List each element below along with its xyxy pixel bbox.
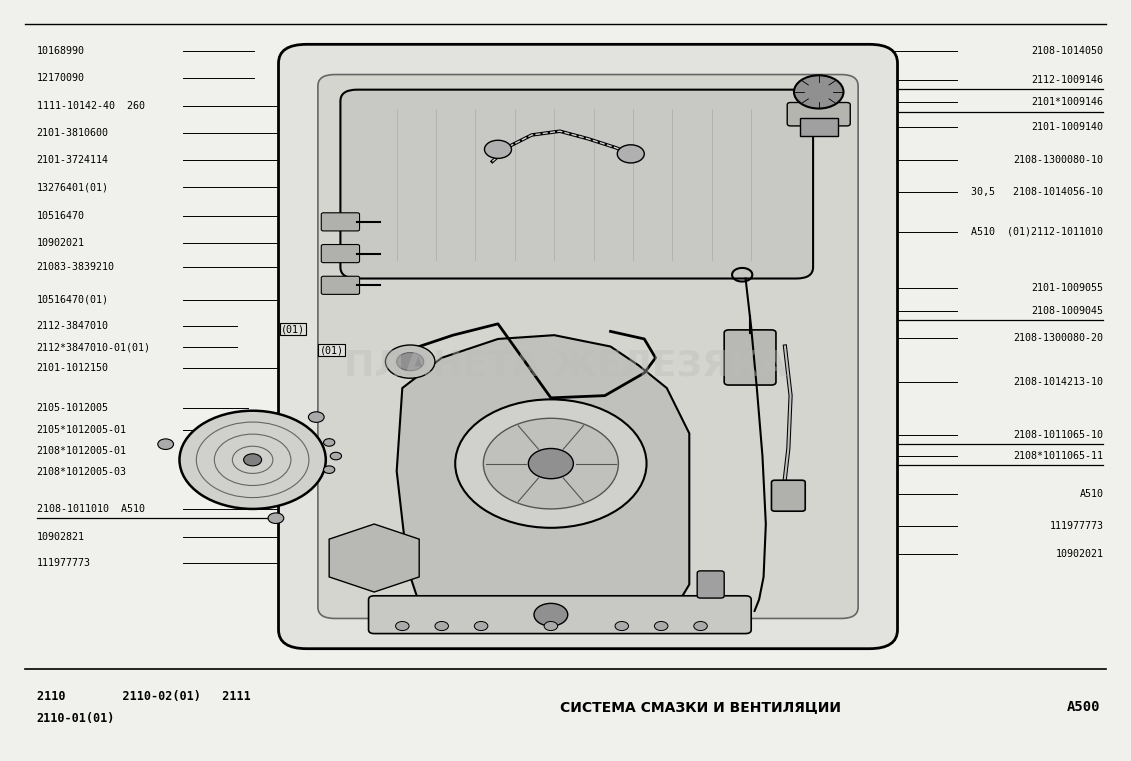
Text: 2105*1012005-01: 2105*1012005-01 [36, 425, 127, 435]
FancyBboxPatch shape [340, 90, 813, 279]
Text: 2101-3724114: 2101-3724114 [36, 155, 109, 165]
Circle shape [180, 411, 326, 509]
Text: СИСТЕМА СМАЗКИ И ВЕНТИЛЯЦИИ: СИСТЕМА СМАЗКИ И ВЕНТИЛЯЦИИ [560, 700, 841, 714]
Text: 2108*1012005-01: 2108*1012005-01 [36, 446, 127, 456]
Text: 2108-1009045: 2108-1009045 [1031, 306, 1104, 316]
Text: 12170090: 12170090 [36, 73, 85, 83]
Text: 2105-1012005: 2105-1012005 [36, 403, 109, 413]
Circle shape [528, 448, 573, 479]
Circle shape [323, 438, 335, 446]
Text: 111977773: 111977773 [36, 559, 90, 568]
Circle shape [435, 622, 449, 631]
Text: (01): (01) [319, 345, 344, 355]
Circle shape [615, 622, 629, 631]
Text: 1111-10142-40  260: 1111-10142-40 260 [36, 100, 145, 110]
Circle shape [268, 513, 284, 524]
Circle shape [534, 603, 568, 626]
Circle shape [484, 140, 511, 158]
Circle shape [544, 622, 558, 631]
FancyBboxPatch shape [321, 276, 360, 295]
FancyBboxPatch shape [787, 103, 851, 126]
FancyBboxPatch shape [318, 75, 858, 619]
Text: 10516470: 10516470 [36, 211, 85, 221]
Text: 10902021: 10902021 [36, 238, 85, 248]
Text: А510  (01)2112-1011010: А510 (01)2112-1011010 [972, 227, 1104, 237]
Text: 111977773: 111977773 [1050, 521, 1104, 530]
Circle shape [794, 75, 844, 109]
Text: 2108-1014050: 2108-1014050 [1031, 46, 1104, 56]
Polygon shape [397, 335, 689, 603]
Text: 13276401(01): 13276401(01) [36, 182, 109, 192]
Circle shape [455, 400, 647, 528]
Text: 2101-1009055: 2101-1009055 [1031, 283, 1104, 293]
Circle shape [655, 622, 668, 631]
Text: 2108-1300080-10: 2108-1300080-10 [1013, 155, 1104, 165]
Text: 10902821: 10902821 [36, 532, 85, 542]
Text: 2110        2110-02(01)   2111: 2110 2110-02(01) 2111 [36, 689, 250, 702]
Text: 2108-1014213-10: 2108-1014213-10 [1013, 377, 1104, 387]
Text: 2101*1009146: 2101*1009146 [1031, 97, 1104, 107]
FancyBboxPatch shape [369, 596, 751, 634]
Text: 2101-3810600: 2101-3810600 [36, 128, 109, 138]
FancyBboxPatch shape [278, 44, 898, 648]
Circle shape [243, 454, 261, 466]
Text: 2108*1011065-11: 2108*1011065-11 [1013, 451, 1104, 461]
Text: 2108-1011065-10: 2108-1011065-10 [1013, 430, 1104, 440]
Text: 10168990: 10168990 [36, 46, 85, 56]
Circle shape [693, 622, 707, 631]
Text: 30,5   2108-1014056-10: 30,5 2108-1014056-10 [972, 186, 1104, 196]
Text: 2101-1012150: 2101-1012150 [36, 364, 109, 374]
FancyBboxPatch shape [771, 480, 805, 511]
FancyBboxPatch shape [321, 213, 360, 231]
FancyBboxPatch shape [321, 244, 360, 263]
Text: 2101-1009140: 2101-1009140 [1031, 122, 1104, 132]
Text: А510: А510 [1079, 489, 1104, 498]
Circle shape [158, 439, 173, 450]
Text: 2112*3847010-01(01): 2112*3847010-01(01) [36, 342, 150, 352]
Text: 2108-1300080-20: 2108-1300080-20 [1013, 333, 1104, 343]
Circle shape [330, 452, 342, 460]
Circle shape [397, 352, 424, 371]
Text: 2108*1012005-03: 2108*1012005-03 [36, 467, 127, 477]
Polygon shape [329, 524, 420, 592]
Circle shape [618, 145, 645, 163]
Circle shape [323, 466, 335, 473]
Circle shape [396, 622, 409, 631]
Circle shape [309, 412, 325, 422]
Text: 21083-3839210: 21083-3839210 [36, 263, 114, 272]
Text: 10902021: 10902021 [1055, 549, 1104, 559]
Circle shape [386, 345, 435, 378]
Text: А500: А500 [1067, 700, 1100, 714]
FancyBboxPatch shape [800, 119, 838, 136]
Text: 2110-01(01): 2110-01(01) [36, 712, 115, 725]
Text: 10516470(01): 10516470(01) [36, 295, 109, 304]
Text: 2108-1011010  А510: 2108-1011010 А510 [36, 504, 145, 514]
Text: ПЛАНЕТА ЖЕЛЕЗЯКА: ПЛАНЕТА ЖЕЛЕЗЯКА [344, 349, 787, 382]
Text: 2112-3847010: 2112-3847010 [36, 321, 109, 331]
FancyBboxPatch shape [724, 330, 776, 385]
Text: (01): (01) [282, 324, 305, 334]
Text: 2112-1009146: 2112-1009146 [1031, 75, 1104, 84]
Circle shape [483, 419, 619, 509]
FancyBboxPatch shape [697, 571, 724, 598]
Circle shape [474, 622, 487, 631]
